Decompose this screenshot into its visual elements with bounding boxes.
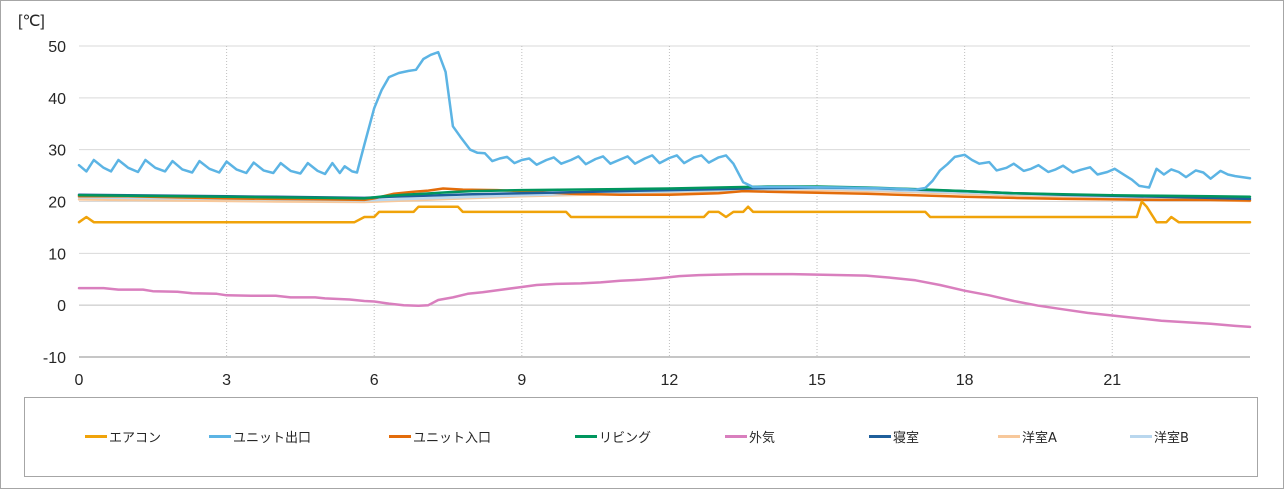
legend-swatch [575, 435, 597, 438]
x-tick-label: 0 [75, 372, 84, 389]
axes: 50 40 30 20 10 0 -10 0 3 6 9 12 15 18 21 [43, 39, 1121, 389]
legend-item: リビング [575, 427, 651, 446]
legend-label: 洋室A [1022, 431, 1057, 446]
x-tick-label: 21 [1103, 372, 1121, 389]
y-unit-label: [℃] [18, 13, 45, 30]
legend-label: エアコン [109, 431, 162, 446]
legend-item: 寝室 [869, 427, 919, 446]
legend-swatch [389, 435, 411, 438]
legend-swatch [869, 435, 891, 438]
legend-item: 洋室B [1130, 427, 1189, 446]
legend-swatch [725, 435, 747, 438]
series-line-0 [77, 200, 1252, 224]
legend-label: 洋室B [1154, 431, 1189, 446]
legend-item: ユニット出口 [209, 427, 311, 446]
legend-item: 外気 [725, 427, 775, 446]
x-tick-label: 12 [661, 372, 679, 389]
x-tick-label: 9 [517, 372, 526, 389]
series-line-3 [77, 185, 1252, 200]
x-tick-label: 6 [370, 372, 379, 389]
legend-label: 寝室 [893, 431, 920, 446]
grid-lines [79, 45, 1250, 358]
y-tick-label: 30 [48, 143, 66, 160]
legend-item: 洋室A [998, 427, 1057, 446]
y-tick-label: -10 [43, 350, 66, 367]
legend-swatch [85, 435, 107, 438]
series-line-4 [77, 272, 1252, 329]
y-tick-label: 10 [48, 246, 66, 263]
series-line-1 [77, 50, 1252, 191]
line-chart: 50 40 30 20 10 0 -10 0 3 6 9 12 15 18 21 [℃] [18, 13, 1252, 389]
legend-label: 外気 [749, 431, 776, 446]
series-lines [77, 50, 1252, 329]
y-tick-label: 50 [48, 39, 66, 56]
y-tick-label: 40 [48, 91, 66, 108]
legend-swatch [209, 435, 231, 438]
legend-label: ユニット入口 [413, 431, 492, 446]
legend-swatch [998, 435, 1020, 438]
y-tick-label: 0 [57, 298, 66, 315]
y-tick-label: 20 [48, 195, 66, 212]
legend-label: ユニット出口 [233, 431, 312, 446]
series-line-2 [77, 187, 1252, 202]
legend-swatch [1130, 435, 1152, 438]
legend-item: エアコン [85, 427, 161, 446]
x-tick-label: 3 [222, 372, 231, 389]
legend-label: リビング [599, 431, 652, 446]
x-tick-label: 18 [956, 372, 974, 389]
legend-item: ユニット入口 [389, 427, 491, 446]
legend: エアコン ユニット出口 ユニット入口 リビング 外気 寝室 洋室A 洋室B [24, 397, 1258, 477]
x-tick-label: 15 [808, 372, 826, 389]
